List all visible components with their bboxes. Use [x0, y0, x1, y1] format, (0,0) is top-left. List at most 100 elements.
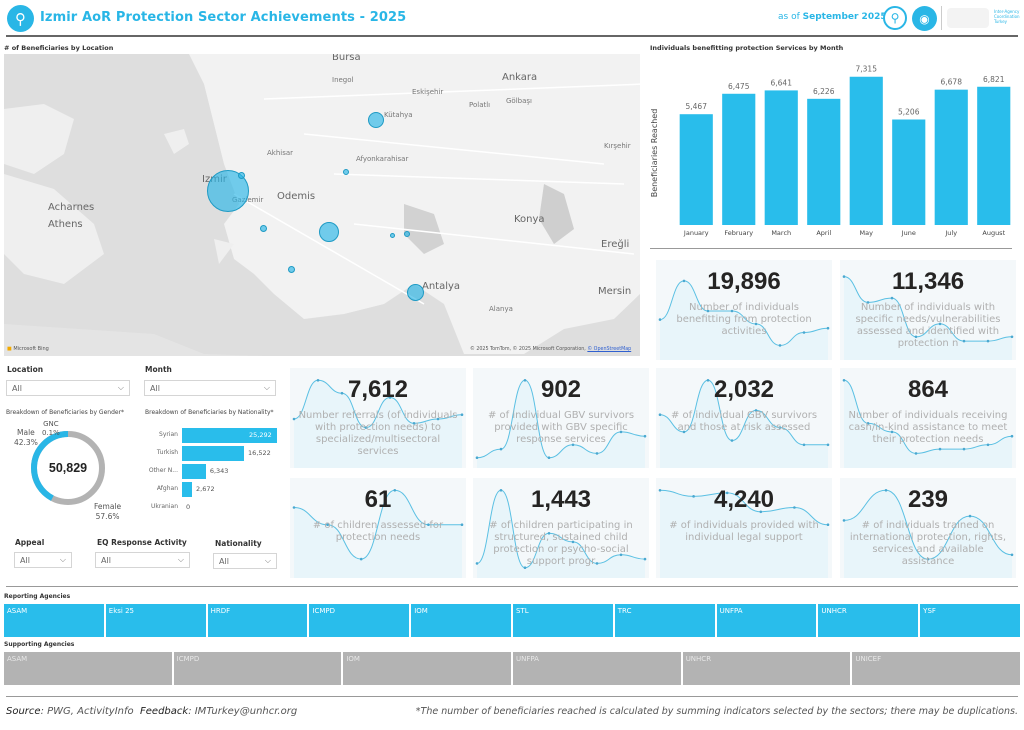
bar-may[interactable] [849, 76, 883, 225]
kpi-card[interactable]: # of individual GBV survivors provided w… [473, 368, 649, 468]
sparkline-point [754, 409, 758, 412]
appeal-filter-value: All [20, 555, 30, 565]
nationality-bar[interactable] [182, 428, 277, 443]
kpi-card[interactable]: Number of individuals benefitting from p… [656, 260, 832, 360]
bar-value-label: 6,678 [941, 78, 963, 87]
sparkline-point [1010, 335, 1014, 339]
kpi-card[interactable]: # of children assessed for protection ne… [290, 478, 466, 578]
sparkline-point [890, 296, 894, 300]
bar-january[interactable] [679, 114, 713, 225]
kpi-card[interactable]: # of children participating in structure… [473, 478, 649, 578]
bar-chart-title: Individuals benefitting protection Servi… [650, 44, 844, 52]
sparkline-point [725, 491, 729, 495]
map-bubble[interactable] [238, 172, 245, 179]
map-bubble[interactable] [343, 169, 349, 175]
nationality-name: Turkish [156, 449, 178, 456]
appeal-filter-dropdown[interactable]: All ⌵ [14, 552, 72, 568]
chevron-down-icon: ⌵ [59, 555, 66, 564]
as-of-prefix: as of [778, 12, 800, 22]
nationality-filter-label: Nationality [215, 539, 262, 548]
supporting-agency-tile[interactable]: ICMPD [173, 652, 342, 685]
nationality-bar[interactable] [182, 446, 245, 461]
nationality-name: Ukranian [151, 503, 178, 510]
sparkline-point [884, 489, 888, 492]
bar-chart-svg: Beneficiaries Reached 5,467 January 6,475 F… [650, 65, 1011, 237]
map-bubble-antalya[interactable] [407, 284, 424, 301]
bar-march[interactable] [764, 90, 798, 226]
reporting-agency-tile[interactable]: YSF [920, 604, 1020, 637]
reporting-agency-tile[interactable]: IOM [411, 604, 511, 637]
reporting-agency-tile[interactable]: ASAM [4, 604, 104, 637]
city-label: Eskişehir [412, 88, 444, 96]
sparkline-point [802, 443, 806, 447]
reporting-agency-tile[interactable]: TRC [614, 604, 715, 637]
feedback-email[interactable]: : IMTurkey@unhcr.org [188, 706, 298, 717]
kpi-card[interactable]: Number of individuals receiving cash/in-… [840, 368, 1016, 468]
donut-male-segment[interactable] [31, 431, 105, 505]
bar-april[interactable] [807, 98, 841, 225]
kpi-value: 902 [540, 376, 582, 403]
reporting-agency-tile[interactable]: Eksi 25 [105, 604, 206, 637]
map-bubble[interactable] [260, 225, 267, 232]
osm-link[interactable]: © OpenStreetMap [587, 347, 632, 352]
sparkline-area [844, 490, 1012, 578]
gender-donut-chart [31, 431, 105, 505]
bar-august[interactable] [977, 86, 1011, 225]
supporting-agency-tile[interactable]: UNFPA [513, 652, 681, 685]
kpi-card[interactable]: Number of individuals with specific need… [840, 260, 1016, 360]
kpi-card[interactable]: # of individuals trained on internationa… [840, 478, 1016, 578]
sparkline-point [412, 422, 416, 425]
bar-june[interactable] [892, 119, 926, 225]
location-filter-dropdown[interactable]: All ⌵ [6, 380, 130, 396]
kpi-card[interactable]: # of individuals provided with individua… [656, 478, 832, 578]
eq-response-filter-dropdown[interactable]: All ⌵ [95, 552, 190, 568]
male-name: Male [17, 428, 35, 437]
map-bubble[interactable] [404, 231, 410, 237]
appeal-filter-label: Appeal [15, 538, 45, 547]
supporting-agency-tile[interactable]: UNICEF [852, 652, 1021, 685]
reporting-agency-tile[interactable]: ICMPD [309, 604, 410, 637]
nationality-bar[interactable] [182, 464, 206, 479]
map-bubble[interactable] [288, 266, 295, 273]
y-axis-label: Beneficiaries Reached [650, 109, 659, 198]
footer-source: Source: PWG, ActivityInfo Feedback: IMTu… [6, 706, 297, 717]
sparkline-point [475, 456, 479, 459]
x-tick-label: February [724, 229, 753, 237]
reporting-agency-tile[interactable]: UNHCR [818, 604, 919, 637]
bar-february[interactable] [722, 93, 756, 225]
sparkline-point [938, 322, 942, 326]
map-bubble[interactable] [390, 233, 395, 238]
sparkline-point [619, 553, 623, 557]
reporting-agency-tile[interactable]: STL [512, 604, 613, 637]
nationality-filter-dropdown[interactable]: All ⌵ [213, 553, 277, 569]
sparkline-point [499, 447, 503, 451]
sparkline-point [595, 452, 599, 455]
beneficiaries-map[interactable]: Bursa Ankara Inegol Eskişehir Polatlı Gö… [4, 54, 640, 356]
reporting-agency-tile[interactable]: HRDF [207, 604, 308, 637]
gender-chart-title: Breakdown of Beneficiaries by Gender* [6, 409, 125, 416]
city-label: Alanya [489, 305, 513, 313]
map-bubble-kutahya[interactable] [368, 112, 384, 128]
month-filter-dropdown[interactable]: All ⌵ [144, 380, 276, 396]
gnc-label: GNC 0.1% [42, 420, 60, 438]
reporting-agency-tile[interactable]: UNFPA [716, 604, 817, 637]
sparkline-point [523, 379, 527, 382]
supporting-agencies-title: Supporting Agencies [4, 641, 75, 648]
nationality-bar[interactable] [182, 482, 193, 497]
sparkline-point [706, 309, 710, 313]
city-label: Polatlı [469, 101, 491, 109]
kpi-card[interactable]: Number referrals (of individuals with pr… [290, 368, 466, 468]
supporting-agency-tile[interactable]: UNHCR [682, 652, 851, 685]
map-bubble-denizli[interactable] [319, 222, 339, 242]
as-of-date: as of September 2025 [778, 12, 887, 22]
supporting-agency-tile[interactable]: IOM [343, 652, 512, 685]
sparkline-point [523, 566, 527, 569]
kpi-card[interactable]: # of individual GBV survivors and those … [656, 368, 832, 468]
bar-july[interactable] [934, 89, 968, 225]
sparkline-point [986, 339, 990, 343]
sparkline-point [571, 443, 575, 447]
turkey-map-logo-icon [947, 8, 989, 28]
kpi-label: Number of individuals benefitting from p… [676, 302, 812, 337]
sparkline-point [499, 489, 503, 492]
supporting-agency-tile[interactable]: ASAM [4, 652, 172, 685]
